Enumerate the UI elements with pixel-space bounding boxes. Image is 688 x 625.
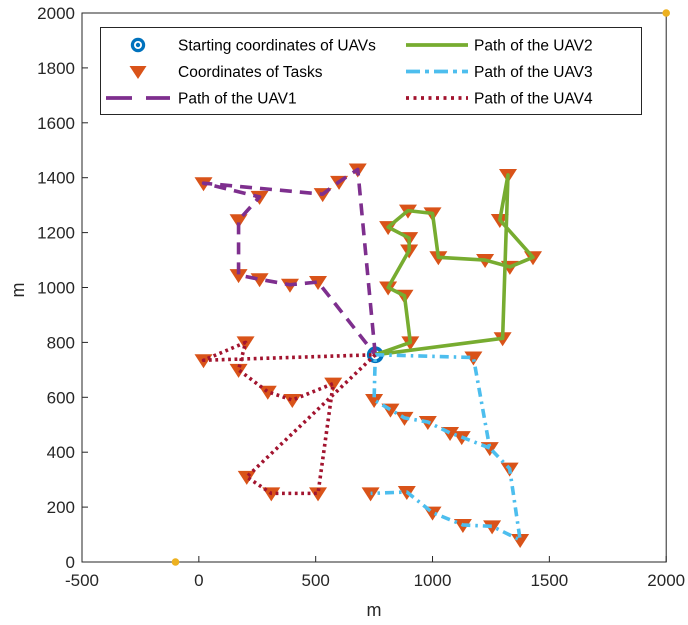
legend-label: Path of the UAV3	[474, 64, 593, 81]
legend-frame	[100, 27, 642, 115]
task-marker	[483, 520, 502, 535]
y-tick-label: 600	[47, 388, 75, 407]
legend-entry-tasks: Coordinates of Tasks	[129, 64, 323, 81]
extra-point	[171, 558, 180, 566]
path-uav3-line	[370, 352, 522, 542]
x-axis-label: m	[367, 600, 382, 620]
task-marker	[361, 487, 380, 502]
legend-start-icon-dot	[135, 42, 141, 48]
extra-point	[662, 9, 670, 17]
y-axis-ticks: 0 200 400 600 800 1000 1200 1400 1600 1800 2000	[37, 4, 88, 572]
legend-label: Coordinates of Tasks	[178, 64, 323, 81]
x-axis-ticks: -500 0 500 1000 1500 2000	[65, 556, 685, 590]
task-marker	[365, 394, 384, 409]
path-uav4	[201, 340, 377, 496]
x-tick-label: 1000	[414, 571, 452, 590]
task-marker	[283, 394, 302, 409]
legend: Starting coordinates of UAVs Coordinates …	[100, 27, 642, 115]
x-tick-label: 500	[301, 571, 329, 590]
legend-label: Path of the UAV1	[178, 91, 297, 108]
y-tick-label: 200	[47, 498, 75, 517]
y-tick-label: 1600	[37, 114, 75, 133]
legend-entry-uav2: Path of the UAV2	[406, 38, 593, 55]
y-tick-label: 1200	[37, 224, 75, 243]
path-uav2	[374, 173, 535, 357]
task-marker	[229, 214, 248, 229]
y-tick-label: 1800	[37, 59, 75, 78]
task-marker	[229, 269, 248, 284]
y-tick-label: 400	[47, 443, 75, 462]
task-marker	[237, 470, 256, 485]
legend-entry-uav3: Path of the UAV3	[406, 64, 593, 81]
path-uav1-line	[201, 167, 378, 356]
y-tick-label: 1000	[37, 279, 75, 298]
task-marker	[229, 363, 248, 378]
path-uav2-line	[374, 173, 535, 357]
path-uav1	[201, 167, 378, 356]
path-uav3-line	[372, 354, 491, 450]
task-marker	[464, 351, 483, 366]
extra-points-layer	[171, 9, 670, 566]
y-tick-label: 0	[66, 553, 75, 572]
task-marker	[258, 385, 277, 400]
x-tick-label: 0	[194, 571, 203, 590]
x-tick-label: -500	[65, 571, 99, 590]
legend-entry-uav4: Path of the UAV4	[406, 91, 593, 108]
legend-label: Path of the UAV4	[474, 91, 593, 108]
legend-task-icon	[129, 66, 147, 79]
task-marker	[511, 534, 530, 549]
y-tick-label: 800	[47, 333, 75, 352]
legend-label: Starting coordinates of UAVs	[178, 38, 376, 55]
uav-paths-layer	[201, 167, 535, 542]
x-tick-label: 2000	[647, 571, 685, 590]
legend-entry-uav1: Path of the UAV1	[106, 91, 297, 108]
path-uav4-line	[201, 340, 377, 496]
y-tick-label: 1400	[37, 169, 75, 188]
x-tick-label: 1500	[530, 571, 568, 590]
task-marker	[309, 487, 328, 502]
legend-label: Path of the UAV2	[474, 38, 593, 55]
task-marker	[309, 276, 328, 291]
y-tick-label: 2000	[37, 4, 75, 23]
legend-entry-start: Starting coordinates of UAVs	[130, 38, 376, 55]
legend-entries: Starting coordinates of UAVs Coordinates …	[106, 38, 593, 108]
path-uav3	[370, 352, 522, 542]
y-axis-label: m	[8, 283, 28, 298]
